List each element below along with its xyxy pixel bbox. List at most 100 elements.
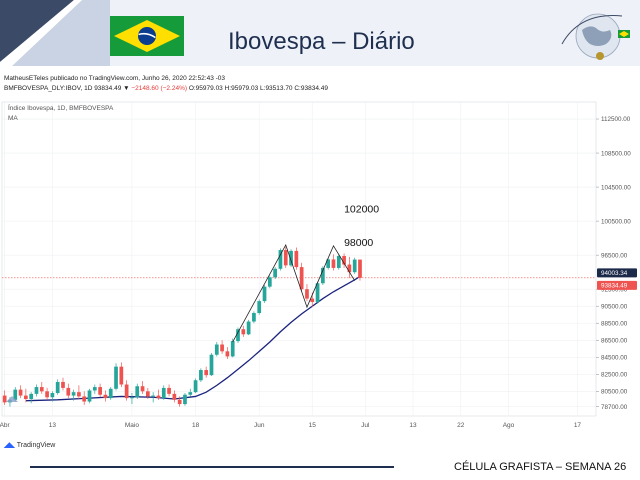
candle-body <box>39 387 44 392</box>
candle-body <box>124 384 129 399</box>
candle-up <box>193 378 198 394</box>
candle-body <box>45 391 49 398</box>
candle-layer <box>2 246 362 407</box>
y-tick-label: 88500.00 <box>601 320 628 327</box>
x-tick-label: 18 <box>192 422 200 429</box>
candle-body <box>331 259 336 268</box>
candle-up <box>273 267 277 279</box>
candle-up <box>55 379 60 395</box>
candle-body <box>188 392 193 395</box>
candle-up <box>135 383 140 399</box>
candle-body <box>135 386 140 398</box>
candle-up <box>236 327 240 343</box>
x-tick-label: 22 <box>457 422 465 429</box>
candle-up <box>108 387 113 400</box>
candle-body <box>347 264 352 273</box>
candle-body <box>342 256 346 265</box>
candle-down <box>172 390 177 403</box>
candle-down <box>177 396 182 407</box>
candle-up <box>161 385 166 400</box>
candle-up <box>114 363 118 391</box>
x-tick-label: 13 <box>49 422 57 429</box>
candle-body <box>156 395 161 399</box>
y-tick-label: 100500.00 <box>601 218 631 225</box>
candle-body <box>119 366 124 385</box>
ohlc-info: BMFBOVESPA_DLY:IBOV, 1D 93834.49 ▼ −2148… <box>4 85 328 92</box>
candle-up <box>262 284 267 303</box>
candle-down <box>39 381 44 394</box>
candle-down <box>45 387 49 400</box>
candle-up <box>252 311 256 324</box>
candle-up <box>257 299 262 315</box>
trend-layer <box>232 243 356 343</box>
candle-body <box>13 389 18 400</box>
y-tick-label: 78700.00 <box>601 404 628 411</box>
candle-body <box>34 387 39 394</box>
candle-down <box>82 391 87 405</box>
candle-up <box>183 393 187 406</box>
legend-symbol: Índice Ibovespa, 1D, BMFBOVESPA <box>8 105 114 112</box>
candle-up <box>209 353 214 377</box>
candle-body <box>172 393 177 400</box>
grid-layer <box>1 101 597 417</box>
publish-info: MatheusETeles publicado no TradingView.c… <box>4 75 226 82</box>
candle-body <box>305 289 309 299</box>
candle-up <box>199 368 203 382</box>
brazil-flag-icon <box>110 16 184 56</box>
candle-up <box>130 393 134 405</box>
candle-body <box>273 268 277 278</box>
candle-up <box>289 249 293 268</box>
candle-body <box>50 393 55 398</box>
candle-body <box>336 256 341 268</box>
y-axis: 112500.00 108500.00 104500.00 100500.00 9650… <box>596 116 631 411</box>
x-tick-label: 15 <box>309 422 317 429</box>
candle-body <box>209 354 214 376</box>
y-tick-label: 108500.00 <box>601 150 631 157</box>
candle-body <box>145 391 150 397</box>
price-label-layer: 94003.34 93834.49 <box>597 268 637 290</box>
candle-body <box>283 250 288 266</box>
candle-body <box>24 395 28 399</box>
candle-down <box>66 383 71 399</box>
candle-body <box>2 395 7 403</box>
tv-watermark-shape <box>6 396 18 402</box>
candle-down <box>283 246 288 268</box>
x-tick-label: Jun <box>254 422 265 429</box>
price-label-box <box>597 280 637 290</box>
y-tick-label: 112500.00 <box>601 116 631 123</box>
legend-indicator: MA <box>8 115 18 122</box>
candle-up <box>278 248 283 271</box>
ohlc-change: −2148.60 (−2.24%) <box>131 85 188 92</box>
price-annotation: 102000 <box>344 204 379 216</box>
y-tick-label: 82500.00 <box>601 372 628 379</box>
y-tick-label: 92500.00 <box>601 286 628 293</box>
candle-body <box>262 286 267 302</box>
candle-up <box>352 257 357 274</box>
y-tick-label: 104500.00 <box>601 184 631 191</box>
plot-border <box>1 101 597 417</box>
candle-up <box>71 389 76 401</box>
candle-down <box>98 383 102 398</box>
candle-body <box>278 250 283 269</box>
candle-down <box>305 284 309 302</box>
candle-body <box>214 344 219 355</box>
candle-down <box>358 259 362 281</box>
candle-body <box>130 397 134 399</box>
candle-down <box>225 347 230 359</box>
y-tick-label: 84500.00 <box>601 354 628 361</box>
footer-text: CÉLULA GRAFISTA – SEMANA 26 <box>454 461 627 473</box>
candle-down <box>167 384 171 397</box>
price-label-text: 94003.34 <box>601 270 628 277</box>
corner-white-stripe <box>0 0 82 66</box>
x-tick-label: Jul <box>361 422 370 429</box>
candle-body <box>108 388 113 399</box>
candle-body <box>241 329 246 335</box>
corner-light-triangle <box>12 0 110 66</box>
candle-body <box>321 267 325 284</box>
ma-layer <box>25 275 361 402</box>
candle-body <box>61 381 65 388</box>
candle-down <box>140 381 145 394</box>
candle-body <box>183 394 187 405</box>
candle-body <box>18 389 23 396</box>
candle-up <box>188 388 193 397</box>
